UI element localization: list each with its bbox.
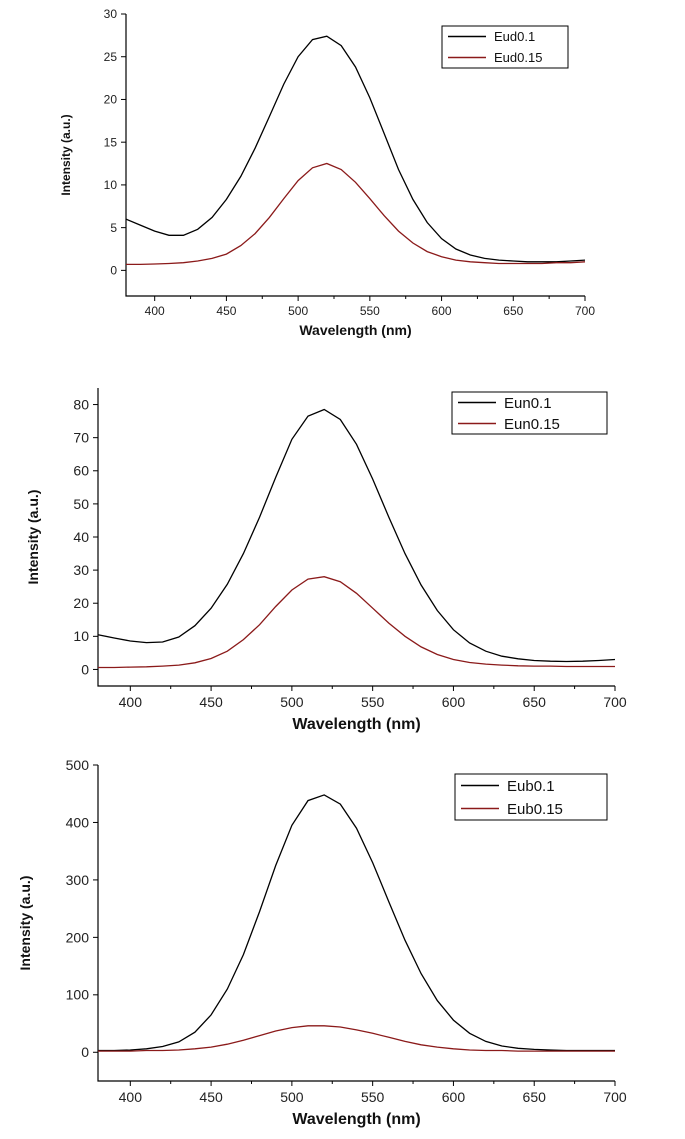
y-tick-label: 100: [66, 987, 90, 1003]
legend-label: Eun0.15: [504, 416, 560, 433]
y-tick-label: 80: [73, 396, 89, 412]
y-tick-label: 0: [81, 1044, 89, 1060]
y-tick-label: 15: [104, 135, 118, 149]
x-axis-title: Wavelength (nm): [299, 322, 411, 338]
y-tick-label: 25: [104, 50, 118, 64]
y-tick-label: 500: [66, 757, 90, 773]
x-tick-label: 550: [361, 1089, 385, 1105]
x-tick-label: 450: [216, 304, 236, 318]
legend-box: [441, 25, 569, 69]
y-tick-label: 40: [73, 529, 89, 545]
legend-label: Eub0.1: [507, 778, 555, 795]
legend-label: Eud0.1: [494, 29, 535, 44]
y-tick-label: 60: [73, 463, 89, 479]
x-tick-label: 550: [360, 304, 380, 318]
y-axis-title: Intensity (a.u.): [25, 490, 41, 585]
y-tick-label: 20: [104, 93, 118, 107]
y-tick-label: 30: [73, 562, 89, 578]
axes-frame: [125, 14, 585, 297]
x-tick-label: 400: [119, 694, 143, 710]
y-axis-title: Intensity (a.u.): [59, 114, 73, 195]
x-tick-label: 400: [145, 304, 165, 318]
y-tick-label: 200: [66, 929, 90, 945]
x-tick-label: 700: [603, 694, 627, 710]
series-line-Eub0.1: [98, 794, 615, 1052]
x-tick-label: 700: [603, 1089, 627, 1105]
y-axis-title: Intensity (a.u.): [17, 876, 33, 971]
x-tick-label: 500: [280, 694, 304, 710]
chart-panel-3: 400 450 500 550 600 650 700 0 100 200 300 400 500 Wav…: [17, 757, 627, 1128]
axes-frame: [97, 388, 615, 687]
y-tick-label: 0: [110, 264, 117, 278]
legend-label: Eun0.1: [504, 395, 552, 412]
y-tick-label: 50: [73, 496, 89, 512]
x-tick-label: 700: [575, 304, 595, 318]
y-tick-label: 300: [66, 872, 90, 888]
legend: Eub0.1 Eub0.15: [454, 773, 608, 821]
axes-frame: [97, 765, 615, 1082]
legend-box: [451, 391, 608, 435]
x-tick-label: 500: [288, 304, 308, 318]
x-axis-title: Wavelength (nm): [292, 716, 420, 733]
y-tick-label: 30: [104, 7, 118, 21]
x-tick-label: 650: [523, 1089, 547, 1105]
legend-box: [454, 773, 608, 821]
chart-panel-2: 400 450 500 550 600 650 700 0 10 20 30 40 50 60 70 80 Wa…: [25, 388, 627, 733]
series-line-Eun0.1: [97, 408, 616, 663]
x-tick-label: 550: [361, 694, 385, 710]
y-tick-label: 5: [110, 221, 117, 235]
legend-label: Eub0.15: [507, 801, 563, 818]
x-tick-label: 400: [119, 1089, 143, 1105]
x-tick-label: 450: [199, 694, 223, 710]
series-line-Eud0.15: [126, 162, 586, 266]
x-tick-label: 600: [442, 694, 466, 710]
series-line-Eub0.15: [98, 1025, 615, 1052]
legend: Eud0.1 Eud0.15: [441, 25, 569, 69]
y-tick-label: 10: [104, 178, 118, 192]
x-tick-label: 650: [523, 694, 547, 710]
y-tick-label: 10: [73, 628, 89, 644]
y-tick-label: 70: [73, 430, 89, 446]
x-tick-label: 500: [280, 1089, 304, 1105]
x-tick-label: 450: [199, 1089, 223, 1105]
chart-panel-1: 400 450 500 550 600 650 700 0 5 10 15 20 25 30 Wavelen…: [59, 7, 595, 338]
x-tick-label: 600: [432, 304, 452, 318]
x-axis-title: Wavelength (nm): [292, 1111, 420, 1128]
series-line-Eun0.15: [98, 576, 615, 669]
x-tick-label: 650: [503, 304, 523, 318]
x-tick-label: 600: [442, 1089, 466, 1105]
y-tick-label: 0: [81, 661, 89, 677]
y-tick-label: 400: [66, 814, 90, 830]
series-line-Eud0.1: [125, 35, 586, 263]
legend: Eun0.1 Eun0.15: [451, 391, 608, 435]
y-tick-label: 20: [73, 595, 89, 611]
legend-label: Eud0.15: [494, 50, 542, 65]
